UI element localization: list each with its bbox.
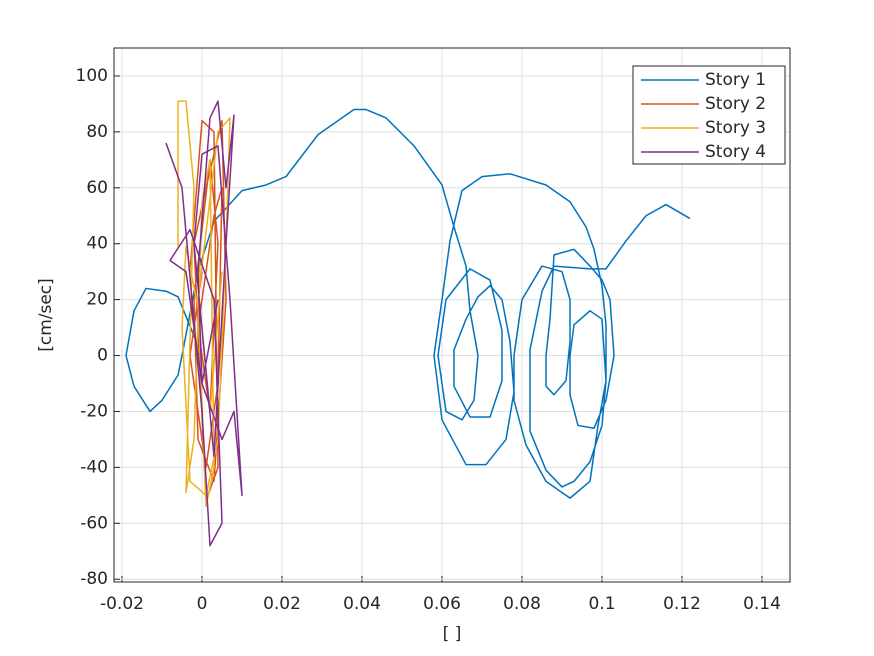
x-tick-label: 0.14 bbox=[743, 594, 781, 614]
legend-label: Story 1 bbox=[705, 70, 766, 90]
y-tick-label: -60 bbox=[80, 513, 108, 533]
y-tick-label: -20 bbox=[80, 401, 108, 421]
series-line bbox=[165, 100, 243, 547]
x-tick-label: 0.02 bbox=[263, 594, 301, 614]
legend-label: Story 4 bbox=[705, 142, 766, 162]
legend-box bbox=[632, 65, 786, 165]
y-tick-label: 40 bbox=[86, 234, 108, 254]
legend-label: Story 2 bbox=[705, 94, 766, 114]
series-line bbox=[177, 100, 231, 508]
x-tick-label: 0.08 bbox=[503, 594, 541, 614]
y-axis-label: [cm/sec] bbox=[36, 278, 56, 352]
x-tick-label: 0.12 bbox=[663, 594, 701, 614]
legend-label: Story 3 bbox=[705, 118, 766, 138]
x-tick-label: 0.04 bbox=[343, 594, 381, 614]
y-tick-label: 100 bbox=[76, 66, 108, 86]
y-tick-label: 60 bbox=[86, 178, 108, 198]
y-tick-label: 20 bbox=[86, 290, 108, 310]
y-tick-label: -40 bbox=[80, 457, 108, 477]
x-axis-label: [ ] bbox=[443, 624, 462, 644]
y-tick-label: 0 bbox=[97, 346, 108, 366]
series-line bbox=[125, 108, 691, 499]
x-tick-label: 0 bbox=[197, 594, 208, 614]
x-tick-label: 0.1 bbox=[588, 594, 615, 614]
y-tick-label: -80 bbox=[80, 569, 108, 589]
x-tick-label: -0.02 bbox=[100, 594, 144, 614]
axes-box bbox=[113, 47, 791, 583]
x-tick-label: 0.06 bbox=[423, 594, 461, 614]
y-tick-label: 80 bbox=[86, 122, 108, 142]
